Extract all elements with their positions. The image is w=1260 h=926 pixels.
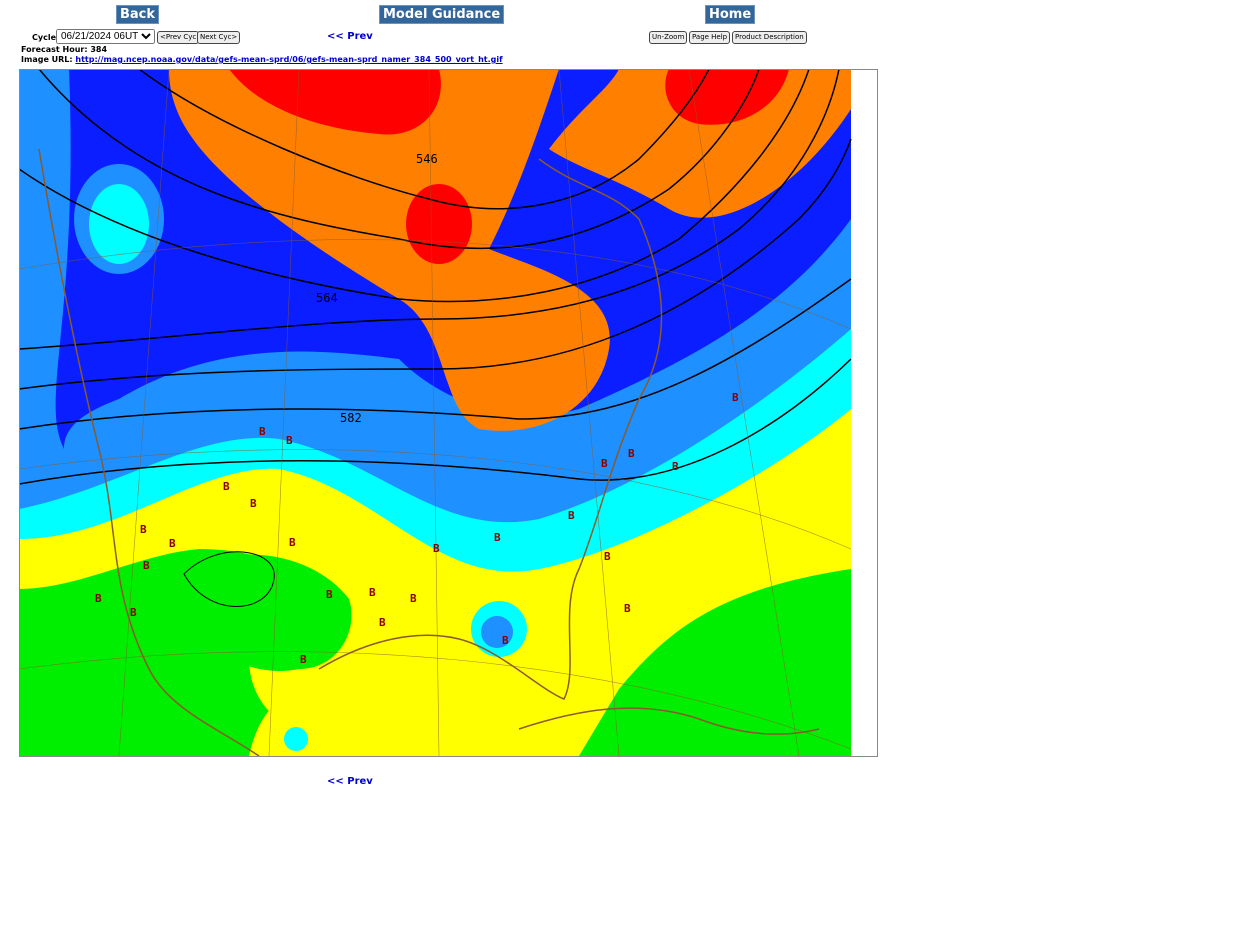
low-marker: B [300, 653, 307, 666]
home-button[interactable]: Home [705, 5, 756, 24]
low-marker: B [494, 531, 501, 544]
low-marker: B [169, 537, 176, 550]
footer-prev-link[interactable]: << Prev [327, 776, 373, 787]
low-marker: B [286, 434, 293, 447]
forecast-hour: Forecast Hour: 384 [21, 45, 107, 54]
low-marker: B [143, 559, 150, 572]
map-image: 546 564 582 B B B B B B B B B B B B B B B B B B B B B B B B B [19, 69, 878, 757]
low-marker: B [410, 592, 417, 605]
low-marker: B [326, 588, 333, 601]
image-url-label: Image URL: [21, 55, 73, 64]
unzoom-button[interactable]: Un-Zoom [649, 31, 688, 44]
low-marker: B [130, 606, 137, 619]
low-marker: B [433, 542, 440, 555]
low-marker: B [502, 634, 509, 647]
contour-label: 546 [416, 152, 438, 166]
low-marker: B [95, 592, 102, 605]
low-marker: B [369, 586, 376, 599]
next-cycle-button[interactable]: Next Cyc> [197, 31, 241, 44]
page-help-button[interactable]: Page Help [689, 31, 731, 44]
forecast-hour-value: 384 [90, 45, 108, 54]
forecast-hour-label: Forecast Hour: [21, 45, 88, 54]
low-marker: B [672, 460, 679, 473]
low-marker: B [628, 447, 635, 460]
low-marker: B [223, 480, 230, 493]
low-marker: B [250, 497, 257, 510]
model-guidance-button[interactable]: Model Guidance [379, 5, 505, 24]
low-marker: B [379, 616, 386, 629]
low-marker: B [568, 509, 575, 522]
image-url: Image URL: http://mag.ncep.noaa.gov/data… [21, 55, 503, 64]
contour-label: 582 [340, 411, 362, 425]
cycle-select[interactable]: 06/21/2024 06UTC [56, 29, 155, 44]
low-marker: B [601, 457, 608, 470]
low-marker: B [604, 550, 611, 563]
contour-label: 564 [316, 291, 338, 305]
low-marker: B [732, 391, 739, 404]
cycle-label: Cycle: [32, 33, 60, 42]
low-marker: B [624, 602, 631, 615]
prev-cycle-button[interactable]: <Prev Cyc [157, 31, 200, 44]
back-button[interactable]: Back [116, 5, 160, 24]
image-url-link[interactable]: http://mag.ncep.noaa.gov/data/gefs-mean-… [75, 55, 503, 64]
low-marker: B [259, 425, 266, 438]
low-marker: B [289, 536, 296, 549]
prev-link[interactable]: << Prev [327, 31, 373, 42]
low-marker: B [140, 523, 147, 536]
product-description-button[interactable]: Product Description [732, 31, 807, 44]
